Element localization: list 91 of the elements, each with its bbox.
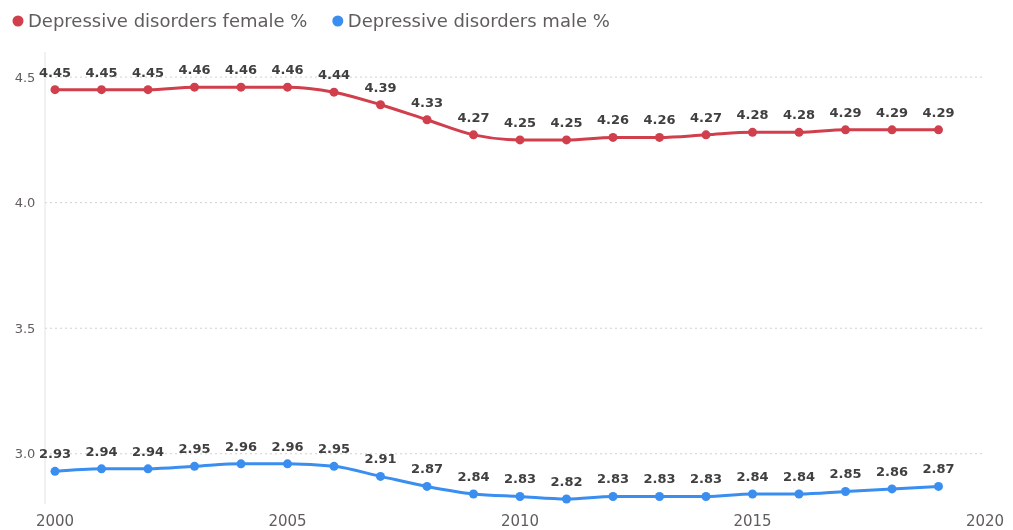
data-label: 2.94	[131, 443, 165, 459]
point	[50, 85, 60, 95]
point	[143, 464, 153, 474]
data-label: 2.95	[178, 441, 211, 457]
point	[887, 125, 897, 135]
data-label: 2.84	[736, 468, 769, 484]
point	[515, 491, 525, 501]
point	[422, 481, 432, 491]
point	[887, 484, 897, 494]
data-label: 4.29	[922, 104, 955, 120]
point	[562, 494, 571, 504]
point	[794, 127, 804, 137]
data-label: 2.85	[829, 466, 862, 482]
point	[283, 459, 292, 469]
data-label: 4.27	[457, 109, 490, 125]
point	[97, 464, 106, 474]
point	[934, 481, 943, 491]
data-label: 2.87	[410, 461, 444, 477]
data-label: 4.28	[736, 107, 769, 123]
point	[422, 115, 432, 125]
y-tick-label: 3.0	[14, 446, 36, 462]
point	[376, 100, 385, 110]
data-label: 4.39	[364, 79, 397, 95]
data-label: 2.82	[550, 473, 583, 489]
data-label: 2.93	[38, 446, 72, 462]
data-label: 2.96	[271, 438, 304, 454]
data-label: 2.94	[85, 443, 118, 459]
x-tick-label: 2005	[268, 512, 307, 530]
data-label: 2.83	[689, 471, 723, 487]
y-tick-label: 4.0	[14, 195, 36, 211]
point	[329, 461, 339, 471]
data-label: 2.84	[782, 468, 816, 484]
data-label: 2.83	[643, 471, 676, 487]
x-tick-label: 2020	[965, 512, 1005, 530]
data-label: 2.91	[364, 451, 397, 467]
point	[748, 489, 757, 499]
point	[515, 135, 525, 145]
data-label: 4.45	[38, 64, 72, 80]
data-label: 2.86	[875, 463, 909, 479]
data-label: 2.96	[224, 438, 258, 454]
point	[701, 130, 711, 140]
point	[329, 87, 339, 97]
point	[934, 125, 943, 135]
point	[655, 132, 664, 142]
point	[701, 491, 711, 501]
data-label: 4.25	[503, 114, 537, 130]
y-tick-label: 3.5	[14, 320, 36, 336]
data-label: 4.45	[131, 64, 165, 80]
point	[236, 459, 246, 469]
data-label: 2.95	[317, 441, 351, 457]
point	[655, 491, 664, 501]
data-label: 4.26	[596, 112, 630, 128]
point	[143, 85, 153, 95]
data-label: 2.83	[596, 471, 630, 487]
point	[608, 491, 618, 501]
point	[841, 486, 850, 496]
data-label: 4.26	[643, 112, 676, 128]
point	[748, 127, 757, 137]
point	[376, 471, 385, 481]
data-label: 2.84	[457, 468, 490, 484]
data-label: 4.27	[689, 109, 723, 125]
x-tick-label: 2010	[500, 512, 540, 530]
point	[190, 461, 199, 471]
point	[236, 82, 246, 92]
data-label: 4.46	[178, 62, 211, 78]
point	[794, 489, 804, 499]
data-label: 4.25	[550, 114, 583, 130]
point	[97, 85, 106, 95]
data-label: 4.28	[782, 107, 816, 123]
point	[608, 132, 618, 142]
data-label: 4.29	[875, 104, 909, 120]
data-label: 2.83	[503, 471, 537, 487]
point	[469, 489, 478, 499]
data-label: 4.46	[224, 62, 258, 78]
point	[50, 466, 60, 476]
data-label: 4.29	[829, 104, 862, 120]
point	[283, 82, 292, 92]
data-label: 4.45	[85, 64, 118, 80]
data-label: 4.46	[271, 62, 304, 78]
point	[841, 125, 850, 135]
y-tick-label: 4.5	[14, 69, 36, 85]
point	[469, 130, 478, 140]
x-tick-label: 2015	[733, 512, 772, 530]
point	[562, 135, 571, 145]
legend-label: Depressive disorders male %	[347, 10, 610, 32]
data-label: 4.44	[317, 67, 351, 83]
data-label: 2.87	[922, 461, 955, 477]
point	[190, 82, 199, 92]
legend-label: Depressive disorders female %	[28, 10, 308, 32]
x-tick-label: 2000	[35, 512, 75, 530]
data-label: 4.33	[410, 94, 444, 110]
